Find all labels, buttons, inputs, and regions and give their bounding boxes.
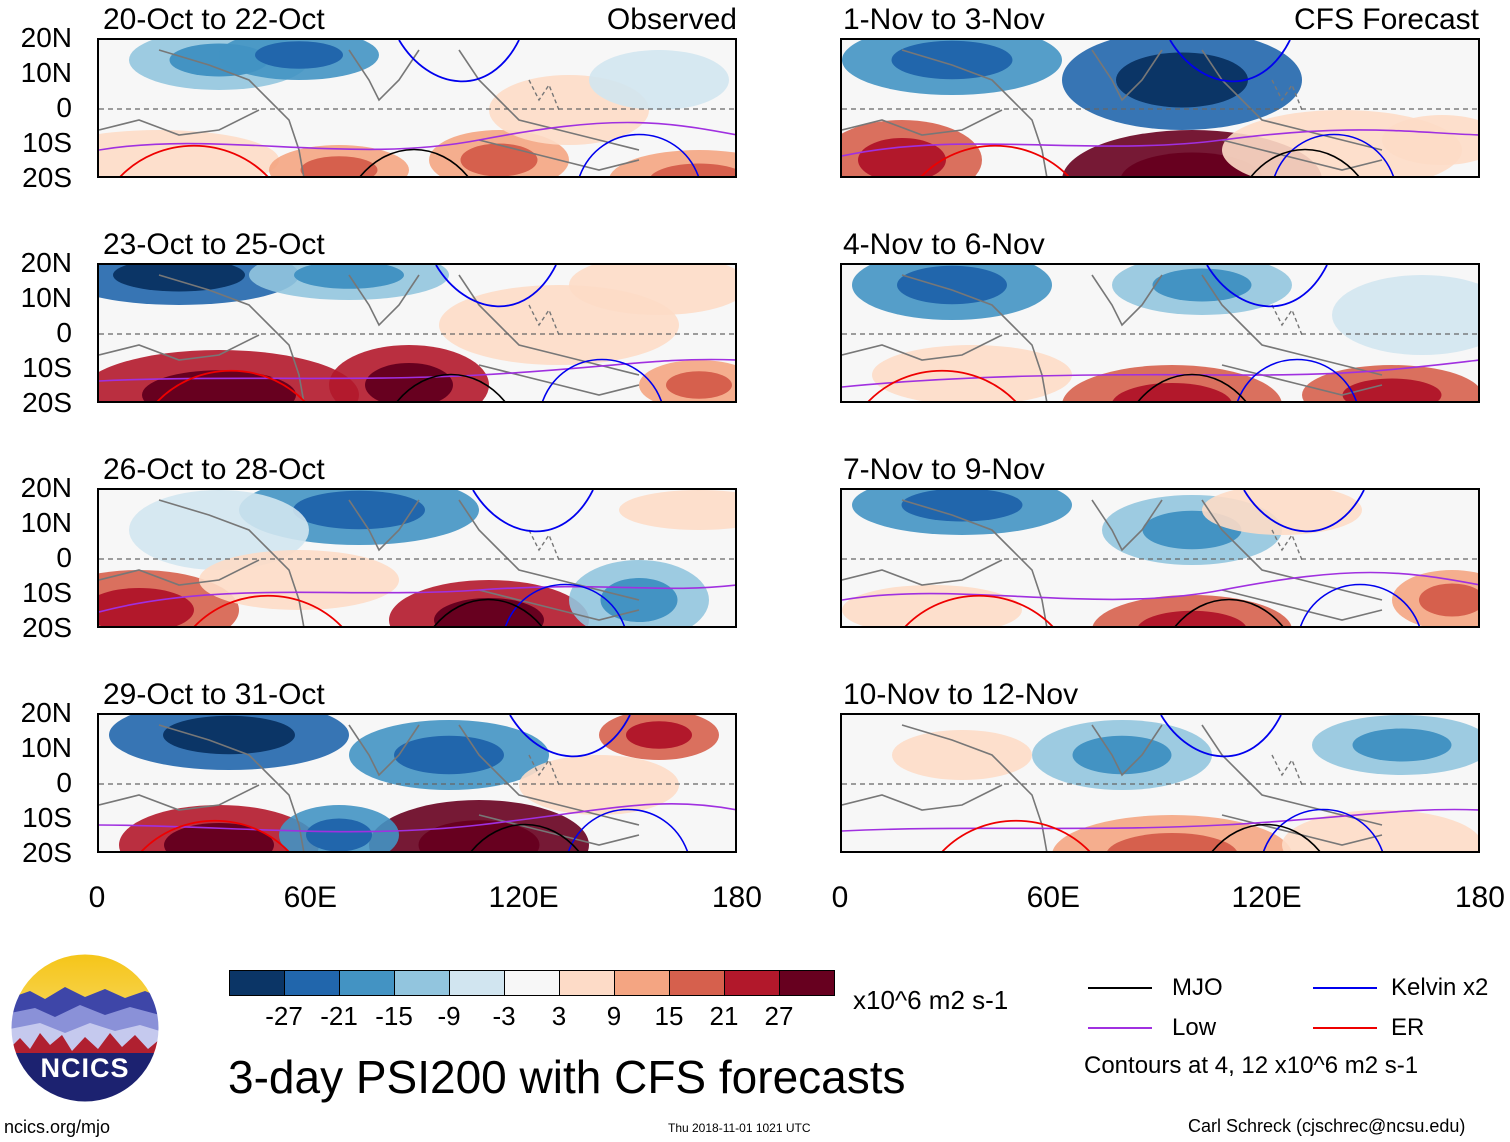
legend-low-swatch [1088, 1027, 1152, 1029]
ncics-logo: NCICS [10, 953, 160, 1103]
lat-tick-label: 0 [56, 542, 72, 573]
lat-tick-label: 20S [22, 387, 72, 418]
lat-tick-label: 20N [20, 697, 72, 728]
lon-tick-label: 0 [831, 881, 849, 914]
lat-tick-label: 10N [20, 57, 72, 88]
lat-tick-label: 20S [22, 612, 72, 643]
lat-tick-label: 10S [22, 352, 72, 383]
observed-map [97, 263, 737, 403]
panel-title: 4-Nov to 6-Nov [843, 228, 1045, 261]
lat-tick-label: 0 [56, 767, 72, 798]
lat-tick-label: 10S [22, 577, 72, 608]
lon-tick-label: 60E [1026, 881, 1080, 914]
contours-note: Contours at 4, 12 x10^6 m2 s-1 [1084, 1052, 1419, 1079]
observed-label: Observed [606, 3, 737, 36]
lat-tick-label: 20N [20, 247, 72, 278]
colorbar-swatch [724, 970, 780, 996]
footer-url[interactable]: ncics.org/mjo [4, 1117, 111, 1137]
legend-mjo-swatch [1088, 987, 1152, 989]
lat-tick-label: 20N [20, 22, 72, 53]
forecast-map [840, 38, 1480, 178]
lat-tick-label: 20S [22, 162, 72, 193]
footer-timestamp: Thu 2018-11-01 1021 UTC [668, 1121, 811, 1135]
observed-map [97, 488, 737, 628]
colorbar-swatch [559, 970, 615, 996]
legend-kelvin-swatch [1313, 987, 1377, 989]
legend-er-swatch [1313, 1027, 1377, 1029]
colorbar-tick-label: -9 [437, 1001, 461, 1031]
panel-title: 26-Oct to 28-Oct [103, 453, 325, 486]
lat-tick-label: 10S [22, 802, 72, 833]
lat-tick-label: 20S [22, 837, 72, 868]
colorbar-swatch [614, 970, 670, 996]
lon-tick-label: 60E [283, 881, 337, 914]
lat-tick-label: 0 [56, 317, 72, 348]
legend-low-label: Low [1172, 1014, 1217, 1041]
lon-tick-label: 180 [711, 881, 762, 914]
lat-tick-label: 10N [20, 282, 72, 313]
lat-tick-label: 10N [20, 732, 72, 763]
colorbar-swatch [339, 970, 395, 996]
colorbar-swatch [284, 970, 340, 996]
lat-tick-label: 20N [20, 472, 72, 503]
logo-text: NCICS [40, 1053, 130, 1083]
colorbar-tick-label: 3 [551, 1001, 567, 1031]
lat-tick-label: 0 [56, 92, 72, 123]
legend-er-label: ER [1391, 1014, 1425, 1041]
colorbar-swatch [394, 970, 450, 996]
lon-tick-label: 120E [1231, 881, 1302, 914]
lon-tick-label: 0 [88, 881, 106, 914]
colorbar-tick-label: -15 [375, 1001, 413, 1031]
lon-tick-label: 180 [1454, 881, 1505, 914]
lat-tick-label: 10N [20, 507, 72, 538]
forecast-map [840, 713, 1480, 853]
lon-tick-label: 120E [488, 881, 559, 914]
forecast-map [840, 488, 1480, 628]
forecast-map [840, 263, 1480, 403]
legend-kelvin-label: Kelvin x2 [1391, 974, 1489, 1001]
colorbar-tick-label: 21 [709, 1001, 739, 1031]
colorbar-tick-label: 15 [654, 1001, 684, 1031]
panel-title: 23-Oct to 25-Oct [103, 228, 325, 261]
forecast-label: CFS Forecast [1293, 3, 1479, 36]
colorbar-units: x10^6 m2 s-1 [853, 985, 1009, 1015]
colorbar-tick-label: -21 [320, 1001, 358, 1031]
legend-mjo-label: MJO [1172, 974, 1223, 1001]
colorbar-swatch [449, 970, 505, 996]
observed-map [97, 38, 737, 178]
main-title: 3-day PSI200 with CFS forecasts [228, 1051, 906, 1103]
colorbar-tick-label: 9 [606, 1001, 622, 1031]
colorbar-swatch [504, 970, 560, 996]
colorbar-swatch [229, 970, 285, 996]
panel-title: 29-Oct to 31-Oct [103, 678, 325, 711]
footer-author: Carl Schreck (cjschrec@ncsu.edu) [1188, 1116, 1466, 1136]
colorbar-tick-label: -3 [492, 1001, 516, 1031]
panel-title: 1-Nov to 3-Nov [843, 3, 1045, 36]
colorbar-swatch [669, 970, 725, 996]
panel-title: 10-Nov to 12-Nov [843, 678, 1079, 711]
lat-tick-label: 10S [22, 127, 72, 158]
colorbar-tick-label: 27 [764, 1001, 794, 1031]
panel-title: 7-Nov to 9-Nov [843, 453, 1045, 486]
panel-title: 20-Oct to 22-Oct [103, 3, 325, 36]
colorbar-swatch [779, 970, 835, 996]
observed-map [97, 713, 737, 853]
colorbar-tick-label: -27 [265, 1001, 303, 1031]
